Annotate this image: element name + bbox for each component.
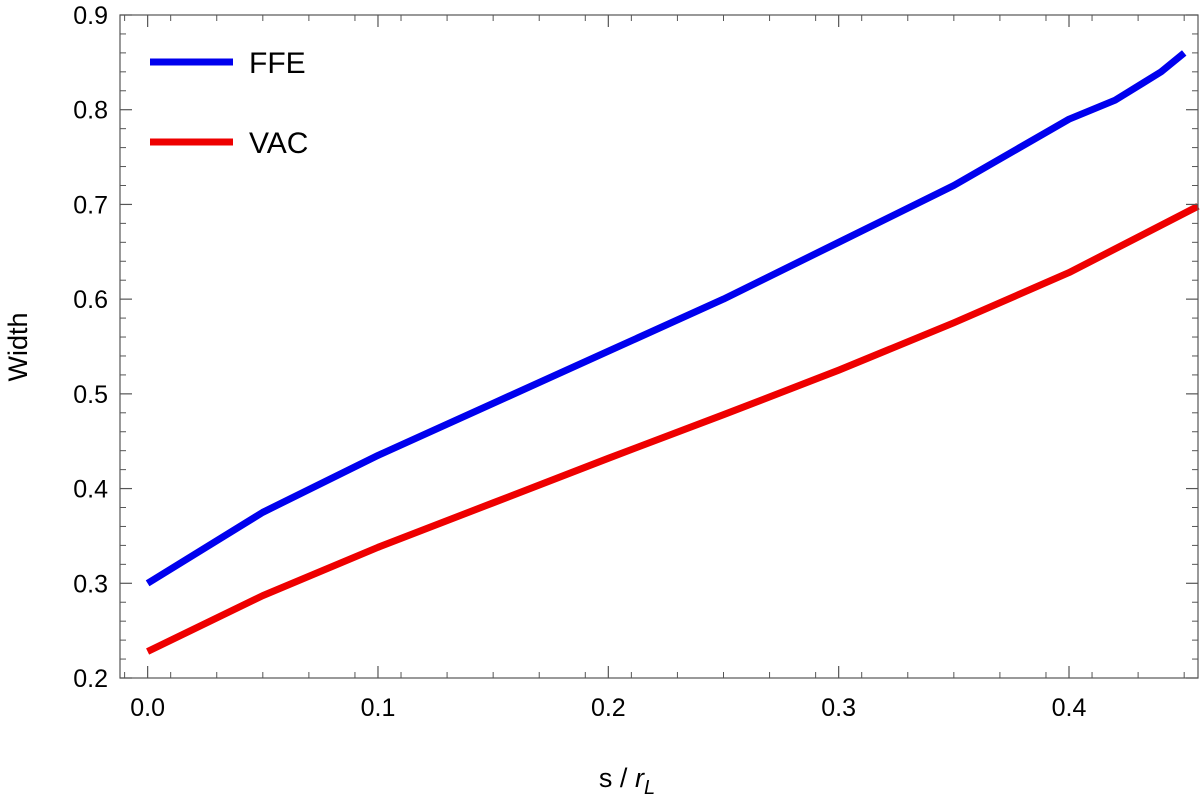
ticks-layer	[120, 14, 1198, 679]
y-tick-label: 0.2	[73, 665, 108, 693]
legend: FFE VAC	[150, 47, 308, 160]
series-layer	[145, 50, 1200, 655]
plot-frame	[119, 14, 1199, 679]
y-tick-label: 0.9	[73, 2, 108, 30]
legend-label-vac: VAC	[249, 127, 308, 160]
tick-labels-layer: 0.0 0.1 0.2 0.3 0.4 0.2 0.3 0.4 0.5 0.6 0.7 0.8 0.9	[73, 2, 1086, 722]
series-line-ffe	[145, 50, 1187, 587]
x-tick-label: 0.1	[361, 694, 396, 722]
y-tick-label: 0.7	[73, 191, 108, 219]
y-tick-label: 0.4	[73, 476, 108, 504]
y-tick-label: 0.6	[73, 286, 108, 314]
x-tick-label: 0.4	[1052, 694, 1087, 722]
series-line-vac	[146, 203, 1200, 655]
y-tick-label: 0.8	[73, 97, 108, 125]
x-tick-label: 0.3	[821, 694, 856, 722]
legend-label-ffe: FFE	[249, 47, 306, 80]
x-tick-label: 0.0	[130, 694, 165, 722]
x-axis-label: s / rL	[599, 763, 655, 799]
x-tick-label: 0.2	[591, 694, 626, 722]
y-tick-label: 0.3	[73, 570, 108, 598]
y-tick-label: 0.5	[73, 381, 108, 409]
y-axis-label: Width	[3, 312, 33, 381]
